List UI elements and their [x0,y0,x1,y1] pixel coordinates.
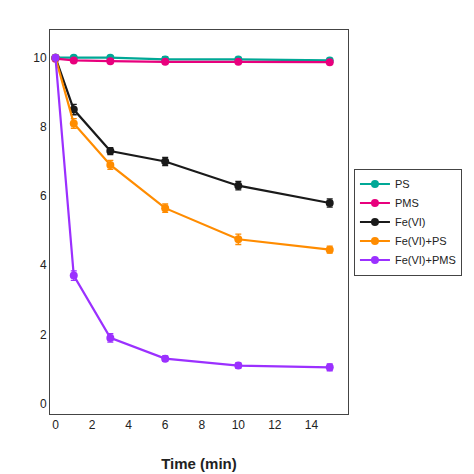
svg-text:Fe(VI): Fe(VI) [395,216,426,228]
svg-text:PMS: PMS [395,197,419,209]
svg-text:6: 6 [162,418,169,432]
svg-text:14: 14 [305,418,319,432]
svg-text:6: 6 [40,189,47,203]
svg-text:0: 0 [40,397,47,411]
svg-text:0: 0 [52,418,59,432]
svg-text:8: 8 [40,120,47,134]
svg-text:10: 10 [232,418,246,432]
svg-text:Fe(VI)+PS: Fe(VI)+PS [395,235,447,247]
svg-text:Fe(VI)+PMS: Fe(VI)+PMS [395,254,456,266]
svg-text:PS: PS [395,178,410,190]
svg-text:4: 4 [40,258,47,272]
svg-text:4: 4 [125,418,132,432]
svg-text:Time (min): Time (min) [161,455,237,472]
svg-text:10: 10 [33,51,47,65]
svg-text:8: 8 [198,418,205,432]
svg-text:2: 2 [40,328,47,342]
svg-text:12: 12 [268,418,282,432]
svg-text:2: 2 [89,418,96,432]
